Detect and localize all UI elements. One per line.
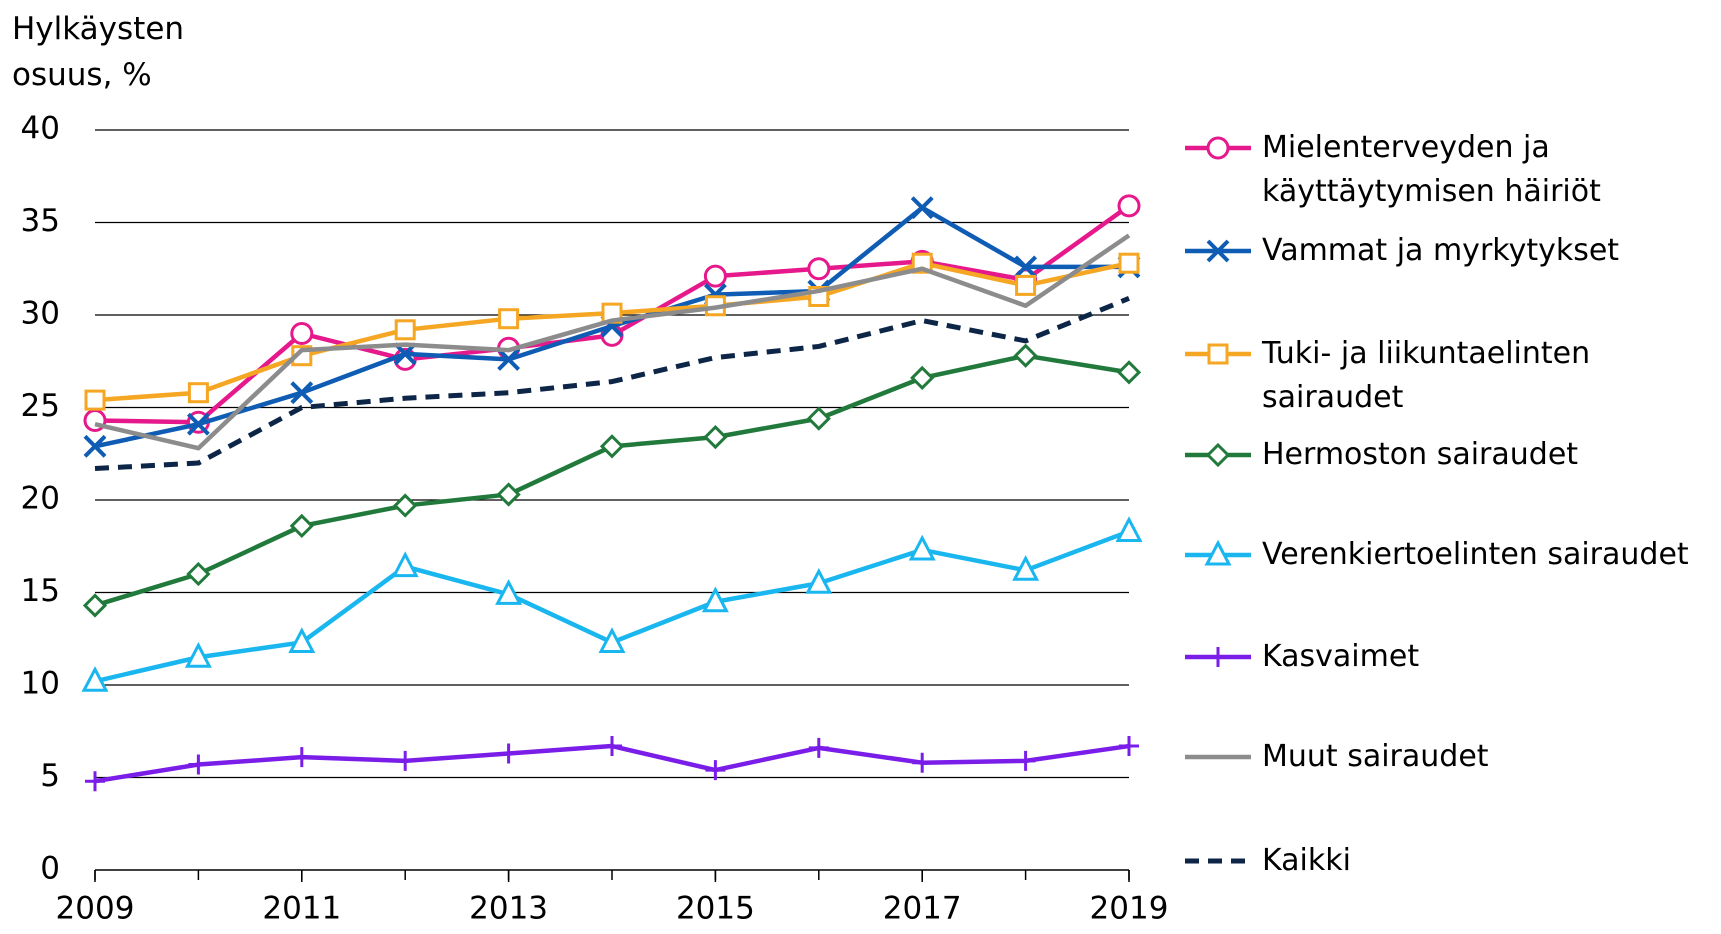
series-line <box>94 529 1130 684</box>
series-line <box>94 296 1130 472</box>
legend-label: Kaikki <box>1262 843 1351 878</box>
point <box>394 319 416 341</box>
point <box>806 406 831 431</box>
point <box>703 264 727 288</box>
point <box>807 257 831 281</box>
y-tick-label: 20 <box>21 481 60 517</box>
series-line <box>94 353 1130 608</box>
legend-label: Tuki- ja liikuntaelinten sairaudet <box>1262 336 1591 415</box>
legend-marker <box>1206 136 1230 160</box>
legend-marker <box>1208 647 1228 667</box>
point <box>1015 274 1037 296</box>
point <box>703 424 728 450</box>
point <box>81 666 109 692</box>
point <box>705 760 726 781</box>
y-tick-label: 25 <box>21 388 60 424</box>
y-tick-label: 10 <box>21 666 60 702</box>
y-tick-label: 15 <box>21 573 60 609</box>
legend-label: Vammat ja myrkytykset <box>1262 233 1620 268</box>
point <box>498 743 519 764</box>
point <box>1012 555 1040 581</box>
legend-label: Verenkiertoelinten sairaudet <box>1262 537 1689 572</box>
point <box>805 568 833 594</box>
y-tick-label: 5 <box>40 758 60 794</box>
x-tick-label: 2015 <box>676 891 755 927</box>
point <box>598 627 626 653</box>
legend-label: Hermoston sairaudet <box>1262 437 1579 472</box>
point <box>1117 194 1141 218</box>
point <box>84 389 106 411</box>
y-tick-label: 35 <box>21 203 60 239</box>
point <box>910 365 935 391</box>
point <box>496 482 521 507</box>
point <box>497 347 521 371</box>
legend-marker <box>1206 239 1230 263</box>
point <box>83 434 107 458</box>
point <box>495 579 523 605</box>
point <box>186 561 211 587</box>
point <box>188 754 209 775</box>
y-tick-label: 40 <box>21 111 60 147</box>
point <box>288 627 316 653</box>
point <box>1014 255 1038 279</box>
x-tick-label: 2011 <box>262 891 341 927</box>
point <box>1015 750 1036 771</box>
axis-title: Hylkäysten osuus, % <box>12 11 185 93</box>
point <box>187 382 209 404</box>
point <box>602 736 622 757</box>
point <box>1118 252 1140 274</box>
series-line <box>94 233 1131 451</box>
point <box>1115 516 1143 542</box>
point <box>290 381 314 405</box>
point <box>1013 343 1038 368</box>
point <box>290 322 314 345</box>
legend-marker <box>1207 343 1229 365</box>
point <box>912 752 933 773</box>
point <box>701 586 729 613</box>
point <box>1119 736 1139 757</box>
legend-marker <box>1204 539 1232 566</box>
point <box>599 434 625 459</box>
legend-label: Muut sairaudet <box>1262 739 1489 774</box>
y-tick-label: 0 <box>40 851 60 887</box>
point <box>395 750 416 771</box>
point <box>393 493 418 518</box>
point <box>186 412 210 436</box>
legend-label: Kasvaimet <box>1262 639 1420 674</box>
x-tick-label: 2009 <box>56 891 135 927</box>
point <box>289 513 314 539</box>
point <box>1116 360 1142 385</box>
x-tick-label: 2019 <box>1090 891 1169 927</box>
point <box>82 593 108 618</box>
x-tick-label: 2013 <box>469 891 548 927</box>
y-tick-label: 30 <box>21 296 60 332</box>
point <box>85 771 105 792</box>
point <box>291 747 312 768</box>
point <box>391 551 419 578</box>
legend-marker <box>1205 442 1231 468</box>
point <box>910 196 934 220</box>
legend-label: Mielenterveyden ja käyttäytymisen häiriö… <box>1262 130 1601 209</box>
point <box>498 308 520 330</box>
point <box>808 737 829 758</box>
x-tick-label: 2017 <box>883 891 962 927</box>
point <box>908 534 936 561</box>
point <box>184 642 212 668</box>
